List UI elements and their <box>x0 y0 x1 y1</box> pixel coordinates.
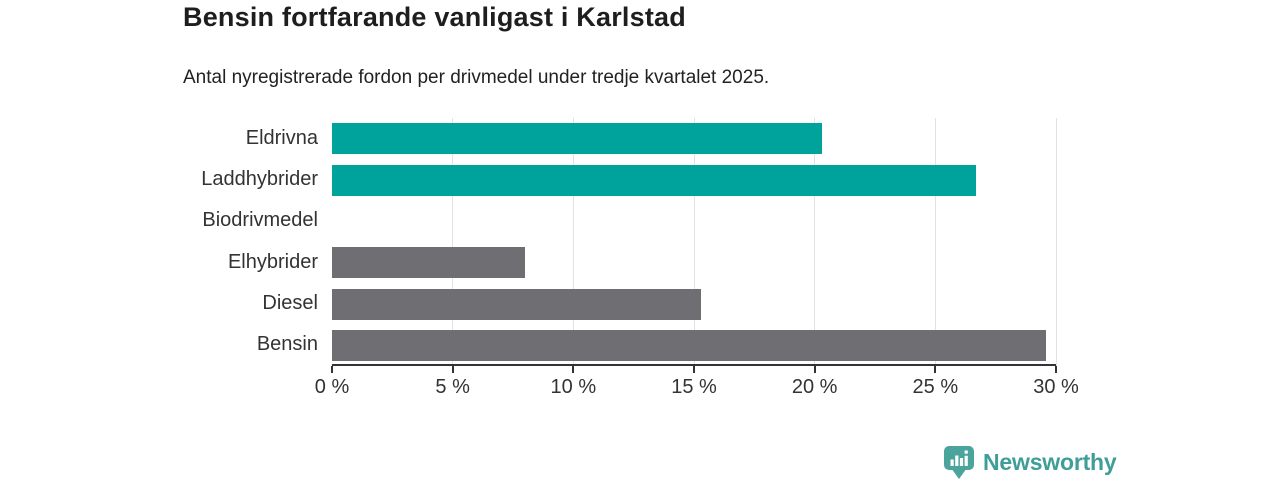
category-label-diesel: Diesel <box>262 292 318 314</box>
gridline <box>693 118 695 366</box>
brand-name: Newsworthy <box>983 449 1117 475</box>
bar-diesel <box>332 288 702 320</box>
gridline <box>814 118 816 366</box>
x-axis-tick <box>934 366 937 373</box>
x-axis-tick <box>331 366 333 373</box>
gridline <box>452 118 454 366</box>
category-label-laddhybrider: Laddhybrider <box>201 168 318 190</box>
x-axis-tick <box>1055 366 1057 373</box>
chart-subtitle: Antal nyregistrerade fordon per drivmede… <box>183 67 770 88</box>
bar-bensin <box>332 329 1047 361</box>
brand-footer: Newsworthy <box>944 446 1117 479</box>
bar-eldrivna <box>332 123 822 155</box>
gridline <box>934 118 936 366</box>
x-axis-tick <box>451 366 454 373</box>
x-axis-tick-label: 30 % <box>1033 376 1079 398</box>
gridline <box>1055 118 1057 366</box>
x-axis-tick <box>572 366 575 373</box>
bar-laddhybrider <box>332 164 977 196</box>
x-axis-tick <box>693 366 695 373</box>
category-label-bensin: Bensin <box>256 333 318 356</box>
category-label-elhybrider: Elhybrider <box>227 250 318 273</box>
x-axis-line <box>332 364 1056 366</box>
x-axis-tick-label: 5 % <box>435 376 470 398</box>
x-axis-tick-label: 25 % <box>912 376 959 398</box>
category-label-eldrivna: Eldrivna <box>245 126 318 149</box>
x-axis-tick <box>813 366 816 373</box>
x-axis-tick-label: 15 % <box>671 376 717 398</box>
x-axis-tick-label: 10 % <box>550 376 597 398</box>
x-axis-tick-label: 20 % <box>791 376 838 398</box>
gridline <box>572 118 574 366</box>
bar-chart-plot-area: 0 % 5 % 10 % 15 % 20 % 25 % 30 % <box>315 118 1079 398</box>
newsworthy-logo-icon <box>944 446 974 479</box>
category-label-biodrivmedel: Biodrivmedel <box>202 209 318 232</box>
y-axis-category-labels: Eldrivna Laddhybrider Biodrivmedel Elhybrid… <box>0 118 318 366</box>
x-axis-tick-label: 0 % <box>314 376 350 398</box>
bar-elhybrider <box>332 247 526 279</box>
chart-title: Bensin fortfarande vanligast i Karlstad <box>183 2 686 32</box>
